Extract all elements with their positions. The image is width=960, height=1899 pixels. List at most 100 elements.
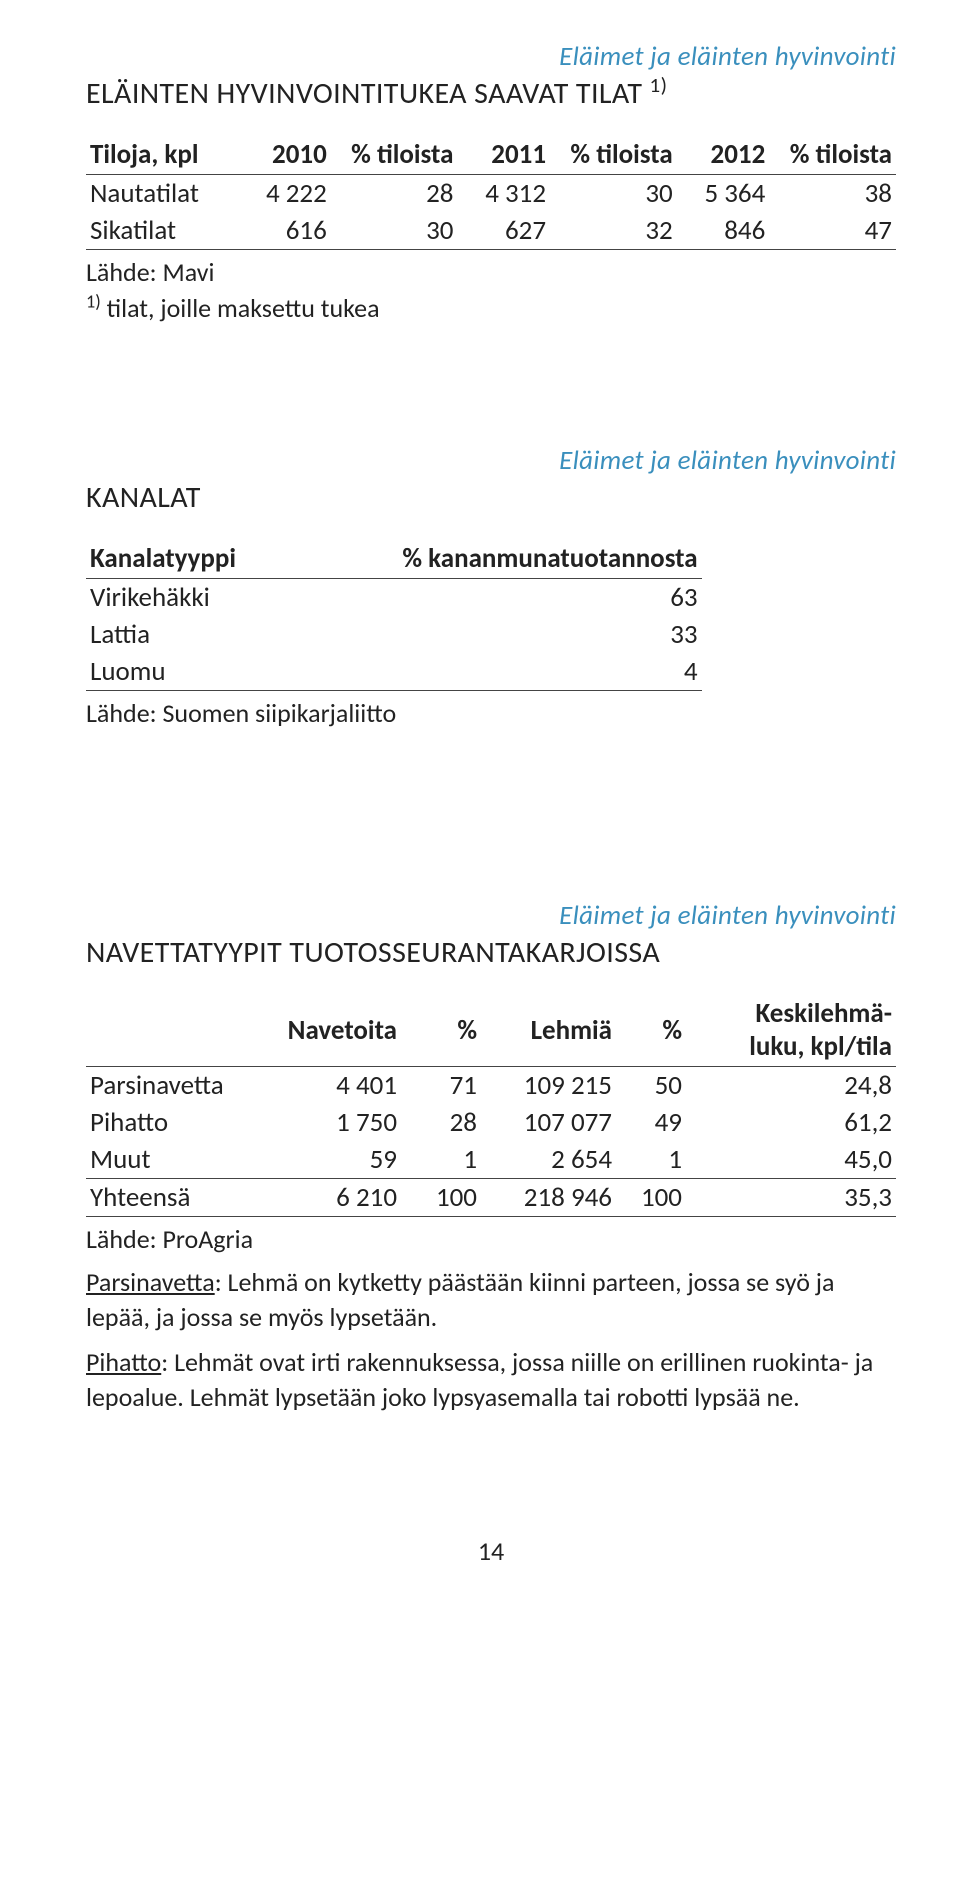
col-label: Kanalatyyppi [86,540,366,579]
section3-table: Navetoita % Lehmiä % Keskilehmä- luku, k… [86,995,896,1221]
col-pct-2010: % tiloista [331,136,458,175]
section3-title: NAVETTATYYPIT TUOTOSSEURANTAKARJOISSA [86,934,896,971]
cell: 4 [366,653,702,691]
row-label: Parsinavetta [86,1067,276,1105]
table-row: Muut 59 1 2 654 1 45,0 [86,1141,896,1179]
cell: 30 [550,175,677,213]
footnote-text: tilat, joille maksettu tukea [101,292,380,324]
table-total-row: Yhteensä 6 210 100 218 946 100 35,3 [86,1179,896,1217]
cell: 35,3 [686,1179,896,1217]
cell: 61,2 [686,1104,896,1141]
cell: 1 750 [276,1104,401,1141]
cell: 2 654 [481,1141,616,1179]
col5-line2: luku, kpl/tila [749,1030,892,1063]
page-container: Eläimet ja eläinten hyvinvointi ELÄINTEN… [0,0,960,1617]
category-label: Eläimet ja eläinten hyvinvointi [86,899,896,932]
section3-note-pihatto: Pihatto: Lehmät ovat irti rakennuksessa,… [86,1345,896,1415]
note-text: : Lehmät ovat irti rakennuksessa, jossa … [86,1346,873,1413]
cell: 28 [331,175,458,213]
col5-line1: Keskilehmä- [755,997,892,1030]
col-year-2012: 2012 [677,136,770,175]
cell: 4 401 [276,1067,401,1105]
cell: 32 [550,212,677,250]
col-year-2011: 2011 [457,136,550,175]
col-pct2: % [616,995,686,1067]
cell: 59 [276,1141,401,1179]
section2-table: Kanalatyyppi % kananmunatuotannosta Viri… [86,540,702,695]
col-year-2010: 2010 [238,136,331,175]
col-keskilehma: Keskilehmä- luku, kpl/tila [686,995,896,1067]
cell: 616 [238,212,331,250]
table-row: Sikatilat 616 30 627 32 846 47 [86,212,896,250]
row-label: Lattia [86,616,366,653]
section2-source: Lähde: Suomen siipikarjaliitto [86,697,896,729]
col-lehmia: Lehmiä [481,995,616,1067]
cell: 63 [366,579,702,617]
col-label: Tiloja, kpl [86,136,238,175]
cell: 50 [616,1067,686,1105]
section1-footnote: 1) tilat, joille maksettu tukea [86,292,896,324]
row-label: Nautatilat [86,175,238,213]
section1-source: Lähde: Mavi [86,256,896,288]
cell: 4 222 [238,175,331,213]
cell: 107 077 [481,1104,616,1141]
table-row: Parsinavetta 4 401 71 109 215 50 24,8 [86,1067,896,1105]
col-pct1: % [401,995,481,1067]
cell: 38 [769,175,896,213]
cell: 109 215 [481,1067,616,1105]
col-empty [86,995,276,1067]
section2-title: KANALAT [86,479,896,516]
cell: 47 [769,212,896,250]
cell: 218 946 [481,1179,616,1217]
table-header-row: Tiloja, kpl 2010 % tiloista 2011 % tiloi… [86,136,896,175]
note-term: Parsinavetta [86,1266,215,1298]
section1-title: ELÄINTEN HYVINVOINTITUKEA SAAVAT TILAT 1… [86,75,896,112]
table-row: Virikehäkki 63 [86,579,702,617]
cell: 100 [401,1179,481,1217]
cell: 5 364 [677,175,770,213]
row-label: Sikatilat [86,212,238,250]
table-row: Pihatto 1 750 28 107 077 49 61,2 [86,1104,896,1141]
page-number: 14 [86,1535,896,1567]
table-footer-line [86,1217,896,1222]
cell: 1 [401,1141,481,1179]
col-pct-2011: % tiloista [550,136,677,175]
section1-table: Tiloja, kpl 2010 % tiloista 2011 % tiloi… [86,136,896,254]
cell: 33 [366,616,702,653]
table-row: Lattia 33 [86,616,702,653]
cell: 6 210 [276,1179,401,1217]
cell: 49 [616,1104,686,1141]
category-label: Eläimet ja eläinten hyvinvointi [86,444,896,477]
cell: 45,0 [686,1141,896,1179]
col-navetoita: Navetoita [276,995,401,1067]
row-label: Luomu [86,653,366,691]
section1-title-text: ELÄINTEN HYVINVOINTITUKEA SAAVAT TILAT [86,75,650,112]
footnote-sup: 1) [86,290,101,312]
cell: 28 [401,1104,481,1141]
row-label: Muut [86,1141,276,1179]
category-label: Eläimet ja eläinten hyvinvointi [86,40,896,73]
table-header-row: Kanalatyyppi % kananmunatuotannosta [86,540,702,579]
row-label: Pihatto [86,1104,276,1141]
row-label: Virikehäkki [86,579,366,617]
col-value: % kananmunatuotannosta [366,540,702,579]
section1-title-sup: 1) [650,72,668,98]
section3-note-parsinavetta: Parsinavetta: Lehmä on kytketty päästään… [86,1265,896,1335]
section3-source: Lähde: ProAgria [86,1223,896,1255]
note-term: Pihatto [86,1346,161,1378]
table-row: Nautatilat 4 222 28 4 312 30 5 364 38 [86,175,896,213]
table-footer-line [86,691,702,696]
cell: 627 [457,212,550,250]
cell: 100 [616,1179,686,1217]
cell: 846 [677,212,770,250]
cell: 1 [616,1141,686,1179]
table-footer-line [86,250,896,255]
table-row: Luomu 4 [86,653,702,691]
cell: 30 [331,212,458,250]
cell: 4 312 [457,175,550,213]
row-label: Yhteensä [86,1179,276,1217]
col-pct-2012: % tiloista [769,136,896,175]
table-header-row: Navetoita % Lehmiä % Keskilehmä- luku, k… [86,995,896,1067]
cell: 24,8 [686,1067,896,1105]
cell: 71 [401,1067,481,1105]
